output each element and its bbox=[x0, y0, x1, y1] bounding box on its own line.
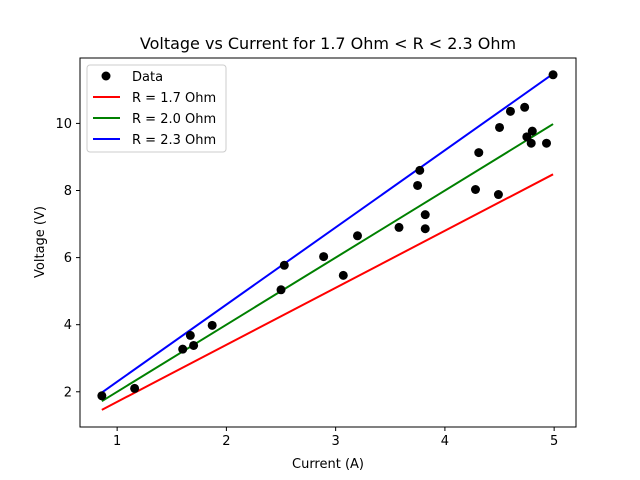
legend-marker-data bbox=[101, 71, 111, 81]
data-point bbox=[527, 126, 537, 136]
data-point bbox=[97, 391, 107, 401]
x-tick-label: 4 bbox=[441, 434, 449, 449]
data-point bbox=[542, 138, 552, 148]
data-point bbox=[352, 231, 362, 241]
x-tick-label: 5 bbox=[550, 434, 558, 449]
series-line-2 bbox=[101, 73, 554, 394]
y-tick-label: 2 bbox=[64, 385, 72, 400]
data-point bbox=[394, 222, 404, 232]
data-point bbox=[279, 260, 289, 270]
data-point bbox=[420, 210, 430, 220]
y-tick-label: 10 bbox=[55, 117, 72, 132]
data-point bbox=[522, 132, 532, 142]
data-point bbox=[495, 122, 505, 132]
data-point bbox=[548, 70, 558, 80]
data-point bbox=[276, 285, 286, 295]
y-tick-label: 4 bbox=[64, 318, 72, 333]
data-point bbox=[420, 224, 430, 234]
data-point bbox=[493, 190, 503, 200]
x-tick-label: 2 bbox=[222, 434, 230, 449]
legend-box bbox=[86, 64, 227, 153]
data-point bbox=[470, 184, 480, 194]
legend-label-r20: R = 2.0 Ohm bbox=[132, 112, 216, 127]
y-axis-label: Voltage (V) bbox=[33, 206, 48, 278]
series-line-0 bbox=[101, 173, 554, 411]
plot-frame bbox=[79, 57, 577, 428]
data-point bbox=[526, 138, 536, 148]
data-point bbox=[415, 165, 425, 175]
series-line-1 bbox=[101, 123, 554, 403]
data-point bbox=[474, 148, 484, 158]
data-point bbox=[189, 340, 199, 350]
data-point bbox=[319, 252, 329, 262]
data-point bbox=[338, 270, 348, 280]
x-tick-label: 1 bbox=[113, 434, 121, 449]
x-tick-label: 3 bbox=[332, 434, 340, 449]
y-tick-label: 8 bbox=[64, 184, 72, 199]
data-point bbox=[413, 180, 423, 190]
data-point bbox=[207, 320, 217, 330]
series-lines bbox=[101, 73, 554, 411]
legend-label-r17: R = 1.7 Ohm bbox=[132, 91, 216, 106]
data-point bbox=[505, 106, 515, 116]
x-axis-label: Current (A) bbox=[292, 457, 364, 472]
data-point bbox=[130, 383, 140, 393]
y-tick-label: 6 bbox=[64, 251, 72, 266]
legend: Data R = 1.7 Ohm R = 2.0 Ohm R = 2.3 Ohm bbox=[86, 64, 227, 153]
data-point bbox=[178, 344, 188, 354]
x-axis-ticks: 1 2 3 4 5 bbox=[113, 427, 558, 449]
data-point bbox=[520, 102, 530, 112]
chart-title: Voltage vs Current for 1.7 Ohm < R < 2.3… bbox=[140, 34, 516, 53]
data-point bbox=[185, 330, 195, 340]
legend-label-data: Data bbox=[132, 70, 163, 85]
y-axis-ticks: 2 4 6 8 10 bbox=[55, 117, 80, 400]
data-points bbox=[97, 70, 558, 401]
legend-label-r23: R = 2.3 Ohm bbox=[132, 133, 216, 148]
